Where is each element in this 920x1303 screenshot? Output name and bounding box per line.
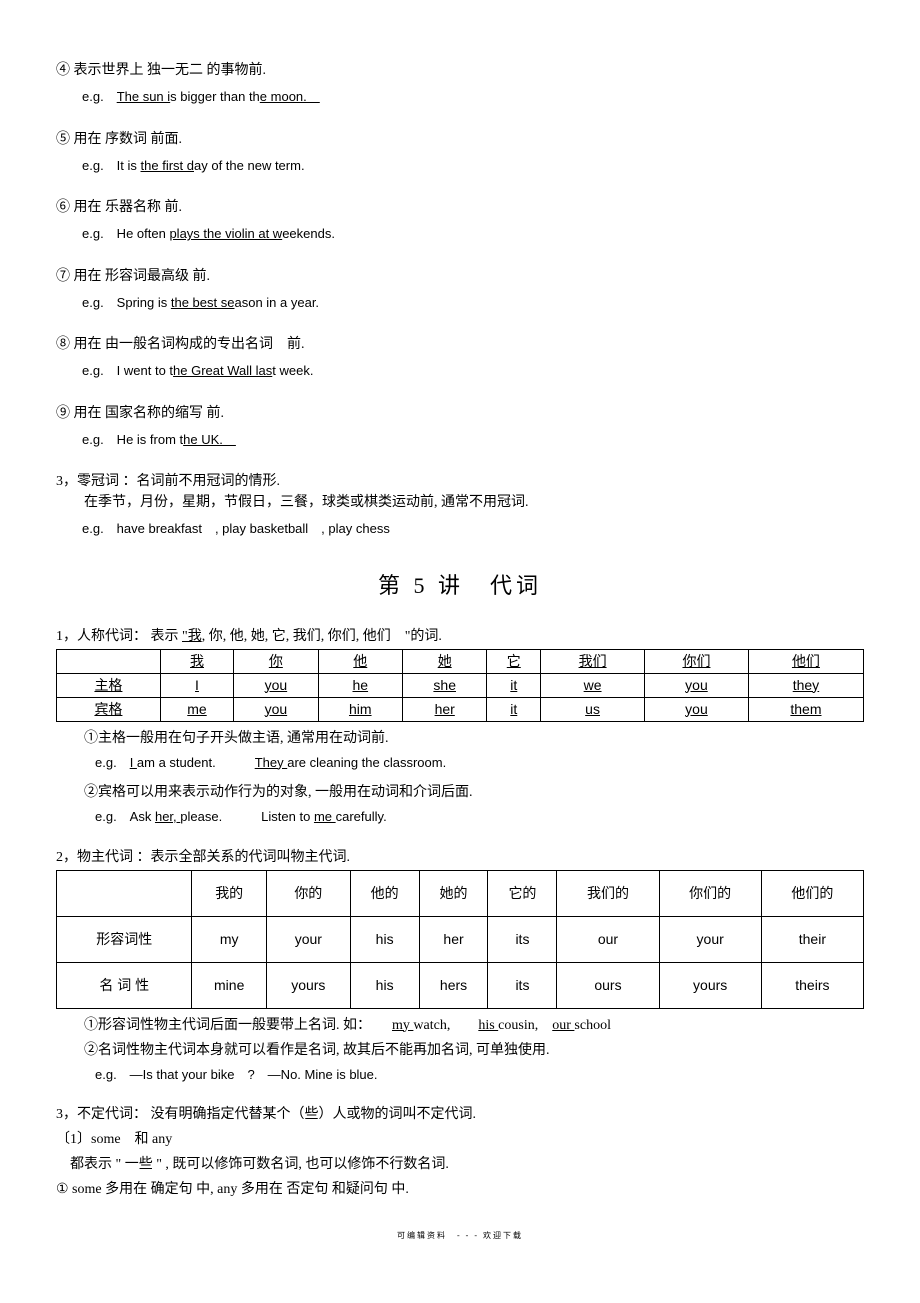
table-cell: you (234, 673, 318, 697)
page-footer: 可编辑资料 - - - 欢迎下载 (56, 1230, 864, 1242)
sec2-eg: e.g. ―Is that your bike ? ―No. Mine is b… (95, 1065, 864, 1085)
sec3-head: 3，不定代词： 没有明确指定代替某个（些）人或物的词叫不定代词. (56, 1104, 864, 1125)
table-cell: it (487, 697, 541, 721)
sec2-head: 2，物主代词 ：表示全部关系的代词叫物主代词. (56, 847, 864, 868)
table-cell: 宾格 (57, 697, 161, 721)
item-head-2: ⑥ 用在 乐器名称 前. (56, 197, 864, 218)
item-head-5: ⑨ 用在 国家名称的缩写 前. (56, 403, 864, 424)
table-cell: her (419, 916, 488, 962)
sec2-note2: ②名词性物主代词本身就可以看作是名词, 故其后不能再加名词, 可单独使用. (84, 1040, 864, 1061)
table-header: 他们 (748, 649, 863, 673)
item-eg-2: e.g. He often plays the violin at weeken… (56, 224, 864, 244)
lesson-title: 第 5 讲 代词 (56, 569, 864, 602)
table-cell: us (541, 697, 645, 721)
table-header: 你们的 (659, 870, 761, 916)
sec3-sub1: 〔1〕some 和 any (56, 1129, 864, 1150)
item-eg-5: e.g. He is from the UK. (56, 430, 864, 450)
table-cell: they (748, 673, 863, 697)
table-header: 它 (487, 649, 541, 673)
table-cell: your (659, 916, 761, 962)
table-cell: your (266, 916, 350, 962)
table-header: 你们 (645, 649, 749, 673)
table-cell: I (160, 673, 233, 697)
table-header (57, 870, 192, 916)
table-cell: our (557, 916, 659, 962)
table-cell: you (645, 673, 749, 697)
table-cell: them (748, 697, 863, 721)
table-cell: me (160, 697, 233, 721)
table-header: 她的 (419, 870, 488, 916)
table-cell: theirs (761, 962, 863, 1008)
table-cell: his (350, 962, 419, 1008)
table-header (57, 649, 161, 673)
table-header: 我们的 (557, 870, 659, 916)
table-cell: her (402, 697, 486, 721)
pronoun-table-1: 我你他她它我们你们他们主格Iyouhesheitweyouthey宾格meyou… (56, 649, 864, 722)
sec3-sub1-desc: 都表示 " 一些 " , 既可以修饰可数名词, 也可以修饰不行数名词. (70, 1154, 864, 1175)
table-cell: he (318, 673, 402, 697)
table-cell: hers (419, 962, 488, 1008)
table-header: 她 (402, 649, 486, 673)
table-cell: my (192, 916, 267, 962)
sec1-head: 1，人称代词： 表示 "我, 你, 他, 她, 它, 我们, 你们, 他们 "的… (56, 626, 864, 647)
table-header: 我的 (192, 870, 267, 916)
table-header: 他们的 (761, 870, 863, 916)
table-header: 我 (160, 649, 233, 673)
table-cell: you (645, 697, 749, 721)
sec3-sub2: ① some 多用在 确定句 中, any 多用在 否定句 和疑问句 中. (56, 1179, 864, 1200)
table-cell: we (541, 673, 645, 697)
table-cell: ours (557, 962, 659, 1008)
table-cell: 主格 (57, 673, 161, 697)
item-head-4: ⑧ 用在 由一般名词构成的专出名词 前. (56, 334, 864, 355)
table-header: 他 (318, 649, 402, 673)
table-cell: 形容词性 (57, 916, 192, 962)
table-cell: its (488, 962, 557, 1008)
zero-article-line1: 在季节，月份，星期，节假日，三餐，球类或棋类运动前, 通常不用冠词. (84, 492, 864, 513)
item-eg-4: e.g. I went to the Great Wall last week. (56, 361, 864, 381)
table-header: 我们 (541, 649, 645, 673)
item-head-0: ④ 表示世界上 独一无二 的事物前. (56, 60, 864, 81)
table-cell: him (318, 697, 402, 721)
item-head-3: ⑦ 用在 形容词最高级 前. (56, 266, 864, 287)
table-cell: yours (266, 962, 350, 1008)
zero-article-eg: e.g. have breakfast , play basketball , … (56, 519, 864, 539)
item-eg-3: e.g. Spring is the best season in a year… (56, 293, 864, 313)
table-cell: his (350, 916, 419, 962)
table-cell: yours (659, 962, 761, 1008)
sec1-eg2: e.g. Ask her, please. Listen to me caref… (95, 807, 864, 827)
sec1-note2: ②宾格可以用来表示动作行为的对象, 一般用在动词和介词后面. (84, 782, 864, 803)
table-cell: mine (192, 962, 267, 1008)
item-head-1: ⑤ 用在 序数词 前面. (56, 129, 864, 150)
table-cell: she (402, 673, 486, 697)
table-header: 你的 (266, 870, 350, 916)
sec1-note1: ①主格一般用在句子开头做主语, 通常用在动词前. (84, 728, 864, 749)
table-cell: you (234, 697, 318, 721)
item-eg-1: e.g. It is the first day of the new term… (56, 156, 864, 176)
table-header: 你 (234, 649, 318, 673)
zero-article-head: 3，零冠词 ：名词前不用冠词的情形. (56, 471, 864, 492)
sec1-eg1: e.g. I am a student. They are cleaning t… (95, 753, 864, 773)
table-header: 它的 (488, 870, 557, 916)
item-eg-0: e.g. The sun is bigger than the moon. (56, 87, 864, 107)
table-cell: their (761, 916, 863, 962)
table-cell: it (487, 673, 541, 697)
table-header: 他的 (350, 870, 419, 916)
pronoun-table-2: 我的你的他的她的它的我们的你们的他们的形容词性myyourhisheritsou… (56, 870, 864, 1009)
sec2-note1: ①形容词性物主代词后面一般要带上名词. 如： my watch, his cou… (84, 1015, 864, 1036)
table-cell: 名 词 性 (57, 962, 192, 1008)
table-cell: its (488, 916, 557, 962)
